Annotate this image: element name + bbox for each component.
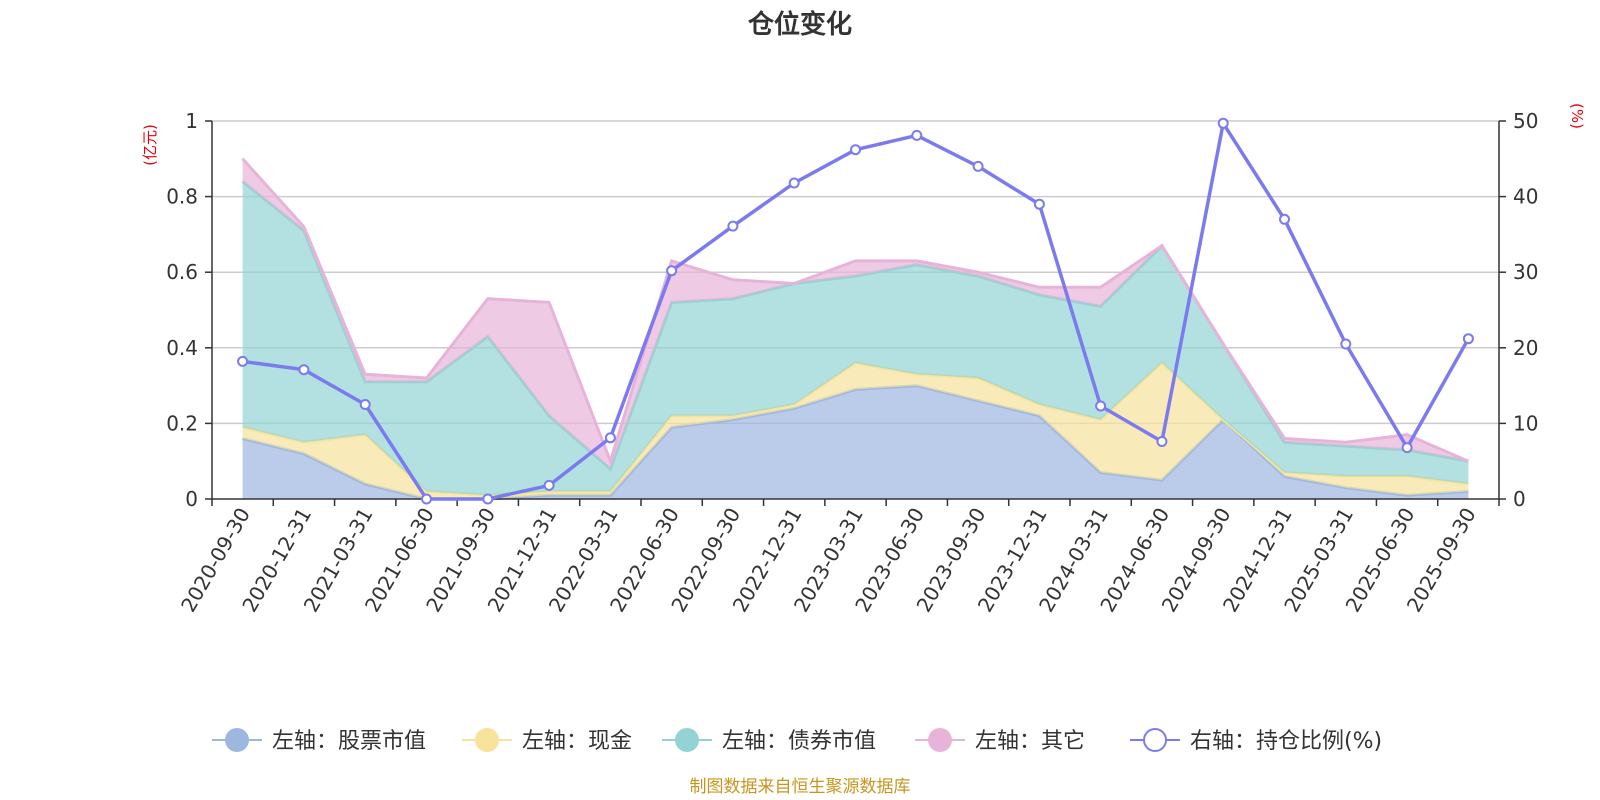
left-tick-label-3: 0.6 <box>166 260 198 284</box>
right-tick-label-5: 50 <box>1513 109 1538 133</box>
ratio-point-15 <box>1156 436 1168 447</box>
legend-label-4: 右轴：持仓比例(%) <box>1190 729 1382 754</box>
right-tick-label-4: 40 <box>1513 185 1538 209</box>
area-series-0 <box>242 385 1469 499</box>
ratio-point-7 <box>666 265 678 277</box>
ratio-point-20 <box>1462 333 1474 345</box>
legend-label-1: 左轴：现金 <box>522 729 632 754</box>
ratio-point-10 <box>850 144 861 156</box>
left-tick-label-4: 0.8 <box>166 185 198 209</box>
left-tick-label-5: 1 <box>185 109 198 133</box>
stacked-areas <box>241 157 1469 501</box>
ratio-point-14 <box>1095 400 1107 412</box>
ratio-point-19 <box>1401 442 1413 454</box>
ratio-point-8 <box>727 220 739 232</box>
ratio-point-17 <box>1279 213 1290 225</box>
legend-marker-3 <box>928 728 952 752</box>
left-tick-label-0: 0 <box>185 487 198 511</box>
ratio-point-6 <box>604 432 616 444</box>
ratio-point-13 <box>1033 198 1045 210</box>
left-tick-label-2: 0.4 <box>166 336 198 360</box>
left-axis-unit: (亿元) <box>141 124 159 166</box>
ratio-point-4 <box>482 493 494 505</box>
ratio-point-9 <box>788 177 800 189</box>
ratio-point-3 <box>421 493 432 505</box>
right-tick-label-2: 20 <box>1513 336 1538 360</box>
left-tick-label-1: 0.2 <box>166 411 198 435</box>
right-tick-label-3: 30 <box>1513 260 1538 284</box>
ratio-point-2 <box>359 399 371 410</box>
ratio-point-12 <box>972 160 984 172</box>
right-axis-unit: (%) <box>1568 103 1586 129</box>
legend: 左轴：股票市值 左轴：现金 左轴：债券市值 左轴：其它 右轴：持仓比例(%) <box>212 728 1382 754</box>
area-series-1 <box>242 362 1469 499</box>
chart-title: 仓位变化 <box>747 9 852 40</box>
ratio-point-16 <box>1217 117 1229 129</box>
legend-marker-4 <box>1143 728 1167 752</box>
ratio-point-11 <box>911 129 923 141</box>
ratio-point-18 <box>1340 338 1352 350</box>
legend-label-2: 左轴：债券市值 <box>722 729 876 754</box>
legend-marker-1 <box>475 728 499 752</box>
ratio-point-5 <box>543 479 555 491</box>
area-edge-series-3 <box>241 157 1469 466</box>
legend-marker-2 <box>675 728 699 752</box>
legend-label-0: 左轴：股票市值 <box>272 729 426 754</box>
legend-label-3: 左轴：其它 <box>975 729 1085 754</box>
data-source: 制图数据来自恒生聚源数据库 <box>690 777 911 797</box>
right-tick-label-0: 0 <box>1513 487 1526 511</box>
right-tick-label-1: 10 <box>1513 411 1538 435</box>
ratio-point-1 <box>298 364 310 376</box>
legend-marker-0 <box>225 728 249 752</box>
ratio-line-series <box>237 117 1474 505</box>
ratio-point-0 <box>237 355 249 367</box>
area-series-3 <box>242 158 1469 469</box>
